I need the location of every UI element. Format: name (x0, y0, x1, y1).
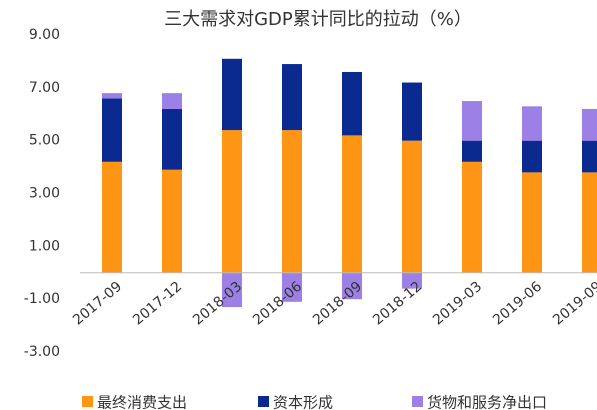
bar-segment (582, 172, 597, 273)
bar-segment (102, 161, 122, 273)
bar-segment (522, 172, 542, 273)
x-tick-label: 2019-03 (430, 279, 485, 329)
bar-segment (162, 108, 182, 170)
y-tick-label: 1.00 (29, 238, 60, 254)
bar-segment (582, 140, 597, 173)
bar-segment (402, 82, 422, 141)
legend-swatch (412, 396, 423, 407)
chart-title: 三大需求对GDP累计同比的拉动（%） (164, 9, 472, 30)
bar-segment (402, 140, 422, 273)
bar-segment (162, 93, 182, 109)
x-tick-label: 2017-09 (70, 279, 125, 329)
y-tick-label: -1.00 (24, 291, 60, 307)
legend-label: 最终消费支出 (97, 394, 187, 410)
y-tick-label: -3.00 (24, 344, 60, 360)
bar-segment (522, 106, 542, 141)
legend-label: 资本形成 (273, 394, 333, 410)
legend-swatch (82, 396, 93, 407)
bar-segment (222, 130, 242, 273)
y-tick-label: 7.00 (29, 80, 60, 96)
bar-segment (342, 135, 362, 273)
x-tick-label: 2018-06 (250, 279, 305, 329)
bar-segment (102, 93, 122, 99)
y-tick-label: 5.00 (29, 133, 60, 149)
bar-segment (282, 130, 302, 273)
y-tick-label: 3.00 (29, 186, 60, 202)
y-tick-label: 9.00 (29, 27, 60, 43)
bar-segment (222, 58, 242, 131)
legend-swatch (258, 396, 269, 407)
bar-segment (462, 140, 482, 162)
bar-segment (282, 272, 302, 302)
bar-segment (522, 140, 542, 173)
x-tick-label: 2018-12 (370, 279, 425, 329)
bar-segment (342, 71, 362, 136)
x-tick-label: 2019-09 (550, 279, 597, 329)
bar-segment (402, 272, 422, 289)
x-tick-label: 2018-09 (310, 279, 365, 329)
legend-label: 货物和服务净出口 (427, 394, 547, 410)
bar-segment (282, 64, 302, 131)
bar-segment (462, 101, 482, 141)
x-tick-label: 2019-06 (490, 279, 545, 329)
bar-segment (462, 161, 482, 273)
bar-segment (162, 169, 182, 273)
bar-segment (102, 98, 122, 162)
x-tick-label: 2017-12 (130, 279, 185, 329)
bar-segment (582, 108, 597, 141)
bar-segment (342, 272, 362, 300)
bar-segment (222, 272, 242, 308)
